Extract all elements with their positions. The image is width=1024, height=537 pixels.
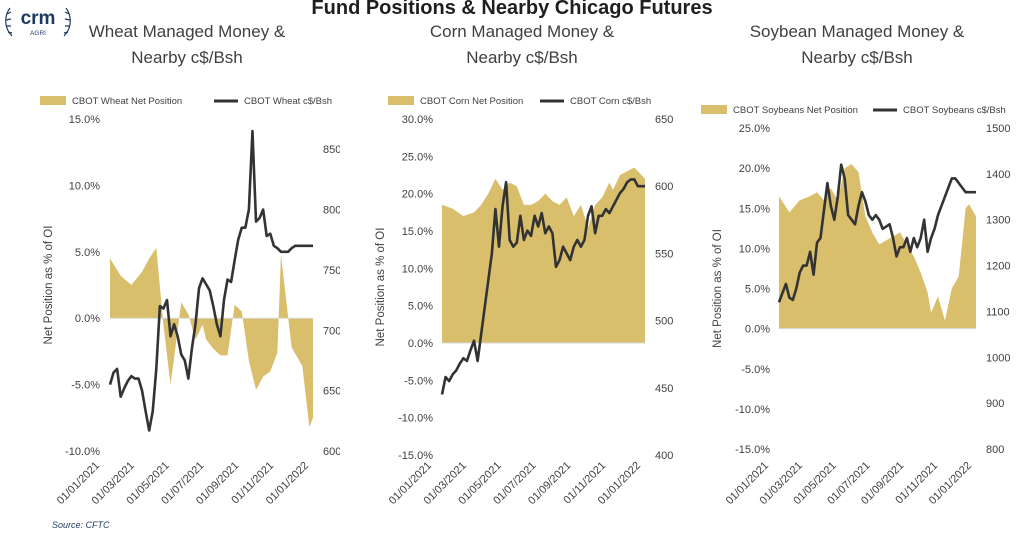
chart-title-line: Soybean Managed Money & <box>750 22 965 41</box>
wheat-chart: Wheat Managed Money & Nearby c$/Bsh CBOT W… <box>40 22 340 507</box>
y-tick-label: -15.0% <box>398 450 433 462</box>
price-line <box>108 129 313 432</box>
y-axis-title: Net Position as % of OI <box>375 228 387 347</box>
legend-line-label: CBOT Soybeans c$/Bsh <box>903 105 1006 116</box>
y2-tick-label: 900 <box>986 398 1004 410</box>
chart-title-line: Wheat Managed Money & <box>89 22 286 41</box>
y2-tick-label: 650 <box>323 386 340 398</box>
y-tick-label: 20.0% <box>402 189 433 201</box>
y2-tick-label: 1400 <box>986 169 1010 181</box>
y-tick-label: -10.0% <box>735 404 770 416</box>
legend-area-label: CBOT Wheat Net Position <box>72 96 182 107</box>
y-tick-label: 5.0% <box>745 284 770 296</box>
legend-line-label: CBOT Wheat c$/Bsh <box>244 96 332 107</box>
legend-area-swatch <box>388 96 414 105</box>
y2-tick-label: 1300 <box>986 215 1010 227</box>
y-tick-label: 30.0% <box>402 114 433 126</box>
y-tick-label: 15.0% <box>402 226 433 238</box>
y-axis-title: Net Position as % of OI <box>712 229 724 348</box>
legend-line-label: CBOT Corn c$/Bsh <box>570 96 651 107</box>
y2-tick-label: 700 <box>323 325 340 337</box>
y-tick-label: 20.0% <box>739 163 770 175</box>
net-position-area <box>442 167 645 343</box>
soybean-chart: Soybean Managed Money & Nearby c$/Bsh CBOT… <box>701 22 1010 507</box>
logo-text: crm <box>21 8 56 29</box>
y2-tick-label: 1000 <box>986 352 1010 364</box>
corn-chart: Corn Managed Money & Nearby c$/Bsh CBOT Co… <box>375 22 673 507</box>
y-tick-label: 25.0% <box>402 151 433 163</box>
y2-tick-label: 650 <box>655 114 673 126</box>
y-tick-label: 0.0% <box>745 324 770 336</box>
y-tick-label: 5.0% <box>75 247 100 259</box>
y2-tick-label: 500 <box>655 316 673 328</box>
y2-tick-label: 1200 <box>986 261 1010 273</box>
y-tick-label: 0.0% <box>408 338 433 350</box>
price-line <box>777 163 976 303</box>
y-tick-label: 25.0% <box>739 123 770 135</box>
y2-tick-label: 1500 <box>986 123 1010 135</box>
legend-area-label: CBOT Soybeans Net Position <box>733 105 858 116</box>
legend-area-swatch <box>40 96 66 105</box>
y2-tick-label: 450 <box>655 383 673 395</box>
price-line <box>440 178 645 395</box>
y-tick-label: -5.0% <box>71 380 100 392</box>
chart-title-line: Nearby c$/Bsh <box>801 48 913 67</box>
laurel-icon <box>5 7 71 37</box>
y-tick-label: 10.0% <box>739 243 770 255</box>
legend-area-swatch <box>701 105 727 114</box>
y2-tick-label: 600 <box>655 181 673 193</box>
y2-tick-label: 600 <box>323 446 340 458</box>
y-tick-label: 10.0% <box>69 180 100 192</box>
y-tick-label: 0.0% <box>75 313 100 325</box>
y2-tick-label: 400 <box>655 450 673 462</box>
y-tick-label: 10.0% <box>402 263 433 275</box>
y-tick-label: -5.0% <box>404 375 433 387</box>
legend-area-label: CBOT Corn Net Position <box>420 96 523 107</box>
y2-tick-label: 850 <box>323 144 340 156</box>
crm-agri-logo: crm AGRI <box>5 7 71 37</box>
page-title: Fund Positions & Nearby Chicago Futures <box>311 0 713 19</box>
y-tick-label: 5.0% <box>408 301 433 313</box>
y-tick-label: -10.0% <box>398 413 433 425</box>
net-position-area <box>779 164 976 329</box>
y-tick-label: 15.0% <box>69 114 100 126</box>
y-tick-label: -10.0% <box>65 446 100 458</box>
chart-title-line: Nearby c$/Bsh <box>131 48 243 67</box>
logo-subtext: AGRI <box>30 30 46 37</box>
y-tick-label: -5.0% <box>741 364 770 376</box>
source-note: Source: CFTC <box>52 520 110 530</box>
net-position-area <box>110 247 313 428</box>
y2-tick-label: 800 <box>323 205 340 217</box>
y2-tick-label: 1100 <box>986 306 1010 318</box>
y-tick-label: -15.0% <box>735 444 770 456</box>
y2-tick-label: 800 <box>986 444 1004 456</box>
y-tick-label: 15.0% <box>739 203 770 215</box>
chart-title-line: Nearby c$/Bsh <box>466 48 578 67</box>
y-axis-title: Net Position as % of OI <box>43 226 55 345</box>
chart-title-line: Corn Managed Money & <box>430 22 615 41</box>
y2-tick-label: 750 <box>323 265 340 277</box>
y2-tick-label: 550 <box>655 248 673 260</box>
